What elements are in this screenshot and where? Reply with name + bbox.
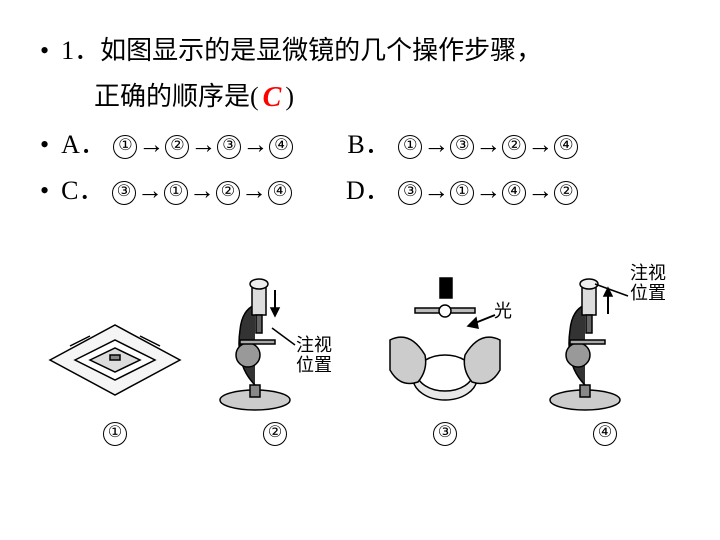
- opt-c-seq: ③→①→②→④: [111, 176, 300, 205]
- panel-2-label: ②: [263, 422, 287, 446]
- question-line1: • 1．如图显示的是显微镜的几个操作步骤，: [40, 30, 680, 72]
- opt-a-seq: ①→②→③→④: [112, 130, 301, 159]
- opt-b-label: B．: [347, 130, 390, 159]
- panel-2-annotation: 注视位置: [296, 336, 332, 376]
- panel-4: 注视位置 ④: [530, 270, 680, 440]
- q-text-1: 1．如图显示的是显微镜的几个操作步骤，: [61, 30, 542, 72]
- opt-b-seq: ①→③→②→④: [397, 130, 579, 159]
- question-line2: 正确的顺序是( C ): [40, 76, 680, 121]
- opt-d-label: D．: [346, 176, 391, 205]
- panel-1-label: ①: [103, 422, 127, 446]
- options-row-2: • C． ③→①→②→④ D． ③→①→④→②: [40, 170, 680, 212]
- opt-d-seq: ③→①→④→②: [397, 176, 579, 205]
- panel-4-label: ④: [593, 422, 617, 446]
- options-row-1: • A． ①→②→③→④ B． ①→③→②→④: [40, 124, 680, 166]
- opt-c-label: C．: [61, 176, 104, 205]
- q-text-2b: ): [285, 76, 294, 118]
- opt-a-label: A．: [61, 130, 106, 159]
- diagram-area: ① 注视位置 ②: [40, 270, 680, 470]
- panel-2: 注视位置 ②: [200, 270, 350, 440]
- bullet: •: [40, 124, 49, 166]
- bullet: •: [40, 170, 49, 212]
- q-text-2a: 正确的顺序是(: [94, 76, 259, 118]
- bullet: •: [40, 30, 49, 72]
- panel-3-label: ③: [433, 422, 457, 446]
- panel-3-annotation: 光: [494, 302, 512, 322]
- panel-1: ①: [40, 270, 190, 440]
- panel-3: 光 ③: [370, 270, 520, 440]
- answer-letter: C: [259, 76, 286, 121]
